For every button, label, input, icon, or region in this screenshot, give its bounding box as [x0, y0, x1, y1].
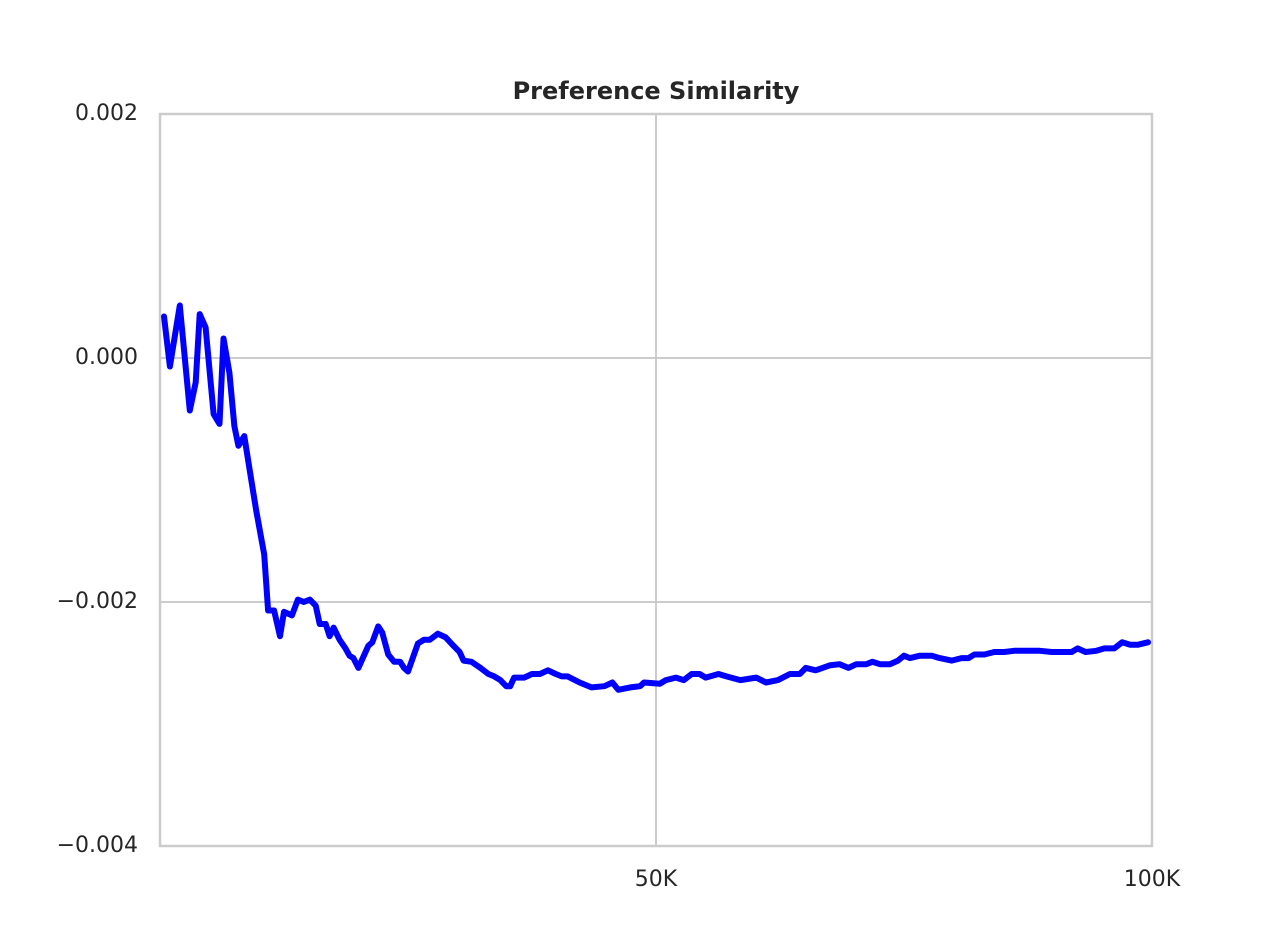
- x-tick-label: 100K: [1124, 867, 1181, 892]
- x-tick-label: 50K: [635, 867, 678, 892]
- y-tick-label: 0.000: [75, 345, 138, 370]
- y-tick-label: −0.002: [57, 589, 138, 614]
- y-tick-label: 0.002: [75, 101, 138, 126]
- plot-frame: [158, 112, 1154, 848]
- chart-title: Preference Similarity: [513, 77, 800, 105]
- y-tick-label: −0.004: [57, 833, 138, 858]
- data-line: [161, 302, 1151, 693]
